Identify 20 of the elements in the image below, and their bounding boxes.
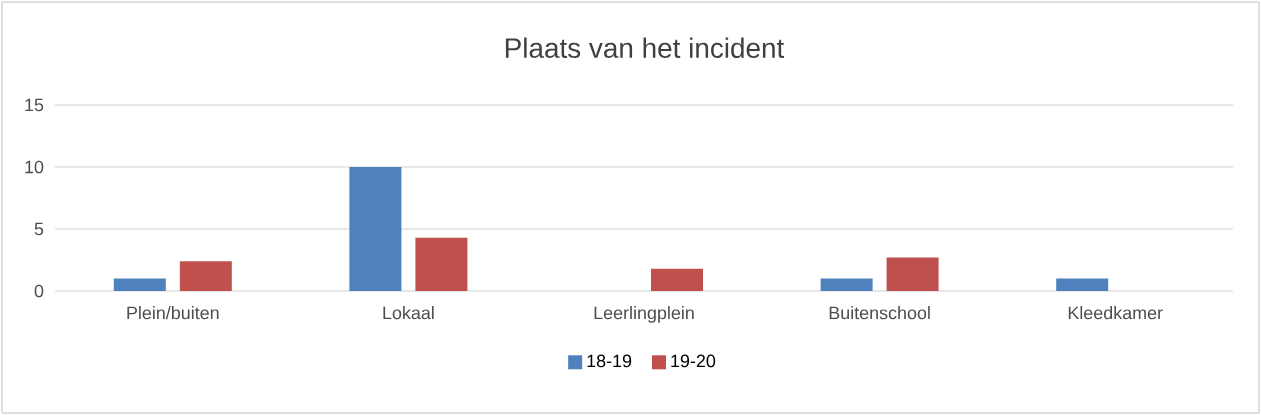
bar: [1056, 278, 1109, 291]
bar: [820, 278, 873, 291]
bar: [349, 167, 402, 291]
chart-title: Plaats van het incident: [505, 37, 785, 59]
y-tick-label: 10: [25, 160, 44, 174]
x-tick-label: Kleedkamer: [1068, 306, 1163, 320]
x-tick-label: Lokaal: [383, 306, 434, 320]
y-tick-label: 5: [34, 222, 44, 236]
legend-label: 19-20: [671, 354, 716, 368]
x-tick-label: Buitenschool: [829, 306, 930, 320]
bar: [179, 261, 232, 291]
y-tick-label: 0: [34, 284, 44, 298]
bar: [886, 257, 939, 291]
bar: [651, 268, 703, 291]
x-tick-label: Leerlingplein: [594, 306, 694, 323]
bar: [113, 278, 166, 291]
legend-label: 18-19: [587, 354, 632, 368]
bar: [415, 237, 468, 291]
x-tick-label: Plein/buiten: [127, 306, 219, 320]
y-tick-label: 15: [25, 98, 44, 112]
